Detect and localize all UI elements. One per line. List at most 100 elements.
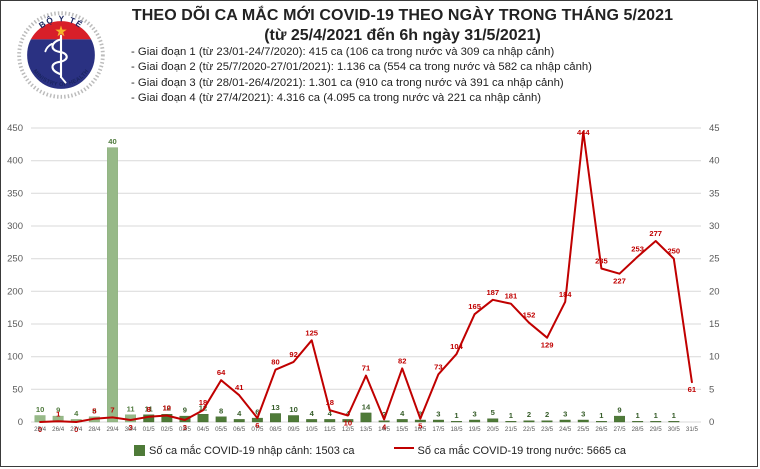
svg-text:61: 61 [688,385,697,394]
svg-text:165: 165 [468,302,481,311]
svg-text:1: 1 [654,411,659,420]
svg-text:5: 5 [92,407,97,416]
svg-text:129: 129 [541,341,554,350]
svg-text:0: 0 [709,417,714,428]
svg-text:13/5: 13/5 [360,426,373,433]
svg-text:40: 40 [709,156,720,167]
svg-text:1: 1 [635,411,640,420]
svg-text:2: 2 [527,410,531,419]
svg-text:19/5: 19/5 [469,426,482,433]
svg-text:181: 181 [505,292,518,301]
svg-text:300: 300 [7,221,23,232]
svg-text:1: 1 [454,411,459,420]
svg-text:1: 1 [509,411,514,420]
svg-text:13: 13 [271,403,279,412]
svg-text:2: 2 [545,410,549,419]
svg-text:29/5: 29/5 [650,426,663,433]
svg-text:250: 250 [667,247,680,256]
svg-text:45: 45 [709,123,720,134]
svg-text:10: 10 [709,352,720,363]
svg-text:200: 200 [7,286,23,297]
svg-text:20: 20 [709,286,720,297]
svg-text:04/5: 04/5 [197,426,210,433]
svg-text:253: 253 [631,245,644,254]
svg-text:150: 150 [7,319,23,330]
svg-text:24/5: 24/5 [559,426,572,433]
svg-text:31/5: 31/5 [686,426,699,433]
svg-text:125: 125 [305,328,318,337]
svg-text:64: 64 [217,368,226,377]
svg-text:92: 92 [289,350,297,359]
svg-text:25/4: 25/4 [34,426,47,433]
svg-text:3: 3 [472,410,476,419]
svg-text:16/5: 16/5 [414,426,427,433]
svg-text:07/5: 07/5 [251,426,264,433]
svg-text:5: 5 [709,384,714,395]
svg-text:82: 82 [398,356,406,365]
svg-text:10: 10 [163,404,171,413]
svg-text:11/5: 11/5 [324,426,336,433]
svg-text:3: 3 [436,410,440,419]
svg-text:100: 100 [7,352,23,363]
svg-text:10: 10 [289,405,297,414]
svg-text:22/5: 22/5 [523,426,536,433]
svg-text:400: 400 [7,156,23,167]
svg-text:10: 10 [36,405,44,414]
svg-text:0: 0 [18,417,23,428]
svg-text:50: 50 [12,384,23,395]
svg-text:21/5: 21/5 [505,426,518,433]
svg-text:10/5: 10/5 [306,426,319,433]
svg-text:350: 350 [7,188,23,199]
svg-text:14: 14 [362,402,371,411]
svg-text:444: 444 [577,128,590,137]
svg-text:18: 18 [199,398,207,407]
svg-text:06/5: 06/5 [233,426,246,433]
svg-text:15: 15 [709,319,720,330]
svg-text:7: 7 [110,405,114,414]
svg-text:41: 41 [235,383,244,392]
svg-text:152: 152 [523,311,536,320]
svg-text:277: 277 [649,229,662,238]
svg-text:14/5: 14/5 [378,426,391,433]
svg-text:4: 4 [400,409,405,418]
svg-text:235: 235 [595,257,608,266]
svg-text:25: 25 [709,254,720,265]
svg-text:26/4: 26/4 [52,426,65,433]
svg-text:27/4: 27/4 [70,426,83,433]
svg-text:17/5: 17/5 [432,426,445,433]
svg-text:4: 4 [74,409,79,418]
svg-text:71: 71 [362,364,371,373]
svg-text:1: 1 [672,411,677,420]
svg-text:18/5: 18/5 [450,426,463,433]
svg-text:8: 8 [147,405,151,414]
svg-text:26/5: 26/5 [595,426,608,433]
svg-text:05/5: 05/5 [215,426,228,433]
svg-text:184: 184 [559,290,572,299]
svg-text:02/5: 02/5 [161,426,174,433]
svg-text:187: 187 [486,288,499,297]
svg-text:27/5: 27/5 [613,426,626,433]
svg-text:9: 9 [183,406,187,415]
svg-text:15/5: 15/5 [396,426,409,433]
svg-text:73: 73 [434,362,442,371]
svg-text:18: 18 [326,398,334,407]
svg-text:30: 30 [709,221,720,232]
svg-text:29/4: 29/4 [106,426,119,433]
svg-text:09/5: 09/5 [288,426,301,433]
svg-text:1: 1 [599,411,604,420]
svg-text:20/5: 20/5 [487,426,500,433]
svg-text:30/5: 30/5 [668,426,681,433]
svg-text:01/5: 01/5 [143,426,156,433]
svg-text:104: 104 [450,342,463,351]
svg-text:03/5: 03/5 [179,426,192,433]
svg-text:28/5: 28/5 [632,426,645,433]
svg-text:80: 80 [271,358,279,367]
svg-text:4: 4 [310,409,315,418]
svg-text:9: 9 [617,406,621,415]
svg-text:35: 35 [709,188,720,199]
svg-text:250: 250 [7,254,23,265]
svg-text:3: 3 [581,410,585,419]
svg-text:450: 450 [7,123,23,134]
svg-text:4: 4 [237,409,242,418]
svg-text:3: 3 [563,410,567,419]
